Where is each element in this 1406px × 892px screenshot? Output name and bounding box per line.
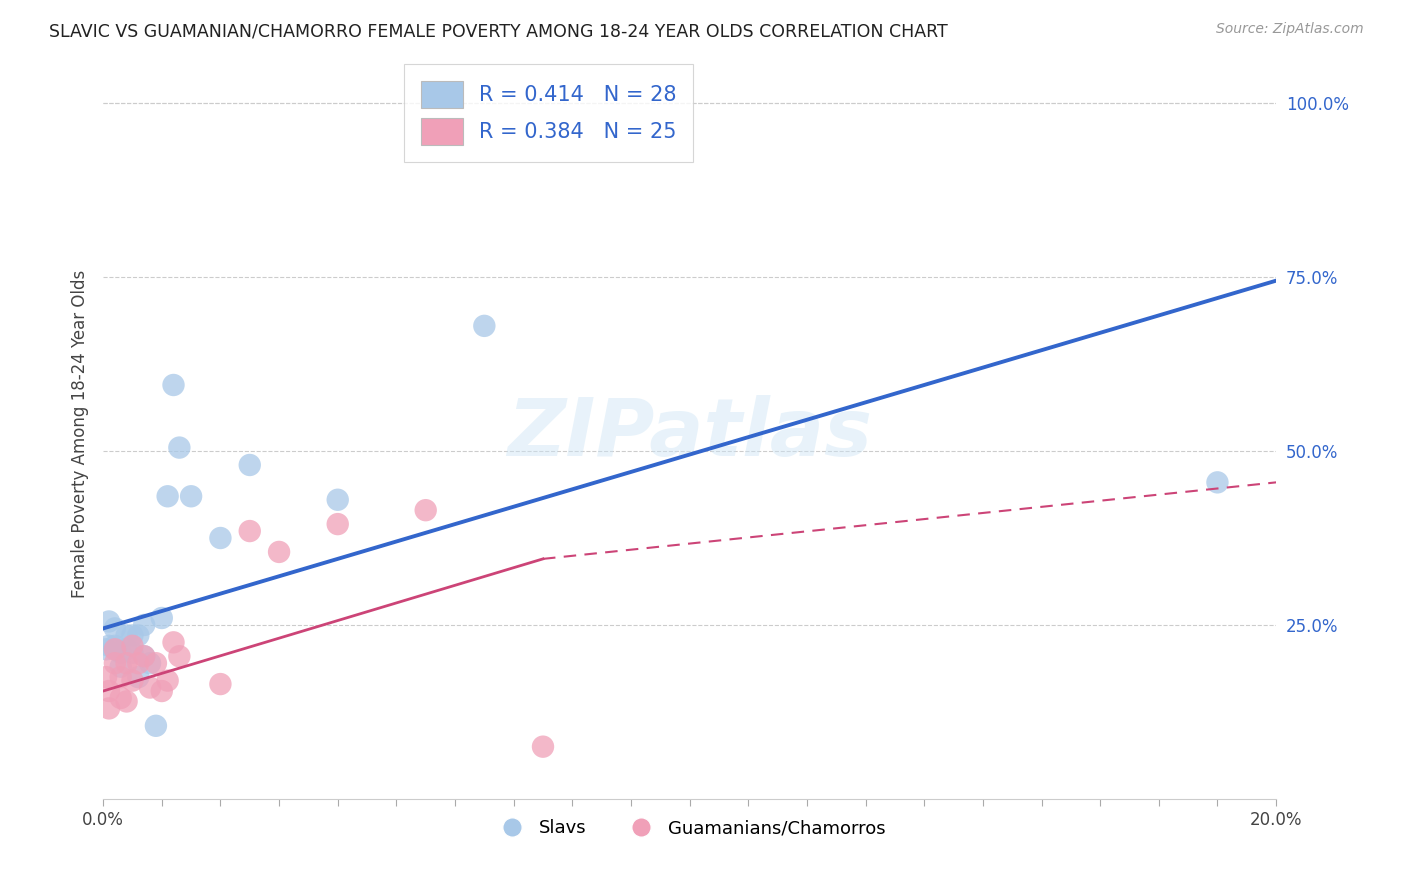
Point <box>121 673 143 688</box>
Point <box>415 503 437 517</box>
Point <box>104 622 127 636</box>
Point <box>139 681 162 695</box>
Point <box>98 639 121 653</box>
Point <box>115 657 138 671</box>
Point <box>94 670 117 684</box>
Point <box>104 639 127 653</box>
Point <box>472 318 495 333</box>
Point <box>127 670 149 684</box>
Point <box>94 642 117 657</box>
Text: SLAVIC VS GUAMANIAN/CHAMORRO FEMALE POVERTY AMONG 18-24 YEAR OLDS CORRELATION CH: SLAVIC VS GUAMANIAN/CHAMORRO FEMALE POVE… <box>49 22 948 40</box>
Legend: Slavs, Guamanians/Chamorros: Slavs, Guamanians/Chamorros <box>486 812 893 845</box>
Point <box>110 646 132 660</box>
Point <box>139 657 162 671</box>
Point <box>104 642 127 657</box>
Point <box>127 628 149 642</box>
Point <box>104 642 127 657</box>
Point <box>150 684 173 698</box>
Point <box>169 441 191 455</box>
Point <box>145 719 167 733</box>
Point <box>162 378 184 392</box>
Point <box>134 649 156 664</box>
Point <box>98 615 121 629</box>
Point <box>169 649 191 664</box>
Point <box>121 639 143 653</box>
Point <box>145 657 167 671</box>
Point <box>127 657 149 671</box>
Point <box>156 489 179 503</box>
Point <box>239 458 262 472</box>
Point <box>326 492 349 507</box>
Point <box>98 701 121 715</box>
Point <box>134 618 156 632</box>
Point <box>115 642 138 657</box>
Point <box>115 628 138 642</box>
Point <box>104 657 127 671</box>
Point <box>134 649 156 664</box>
Y-axis label: Female Poverty Among 18-24 Year Olds: Female Poverty Among 18-24 Year Olds <box>72 269 89 598</box>
Point <box>121 646 143 660</box>
Point <box>98 684 121 698</box>
Point <box>180 489 202 503</box>
Point <box>267 545 290 559</box>
Point <box>326 517 349 532</box>
Point <box>156 673 179 688</box>
Text: Source: ZipAtlas.com: Source: ZipAtlas.com <box>1216 22 1364 37</box>
Point <box>239 524 262 538</box>
Point <box>115 694 138 708</box>
Point <box>209 531 232 545</box>
Point <box>531 739 554 754</box>
Point <box>110 670 132 684</box>
Point <box>1206 475 1229 490</box>
Text: ZIPatlas: ZIPatlas <box>508 394 872 473</box>
Point <box>121 628 143 642</box>
Point <box>150 611 173 625</box>
Point <box>162 635 184 649</box>
Point <box>209 677 232 691</box>
Point <box>110 690 132 705</box>
Point <box>110 659 132 673</box>
